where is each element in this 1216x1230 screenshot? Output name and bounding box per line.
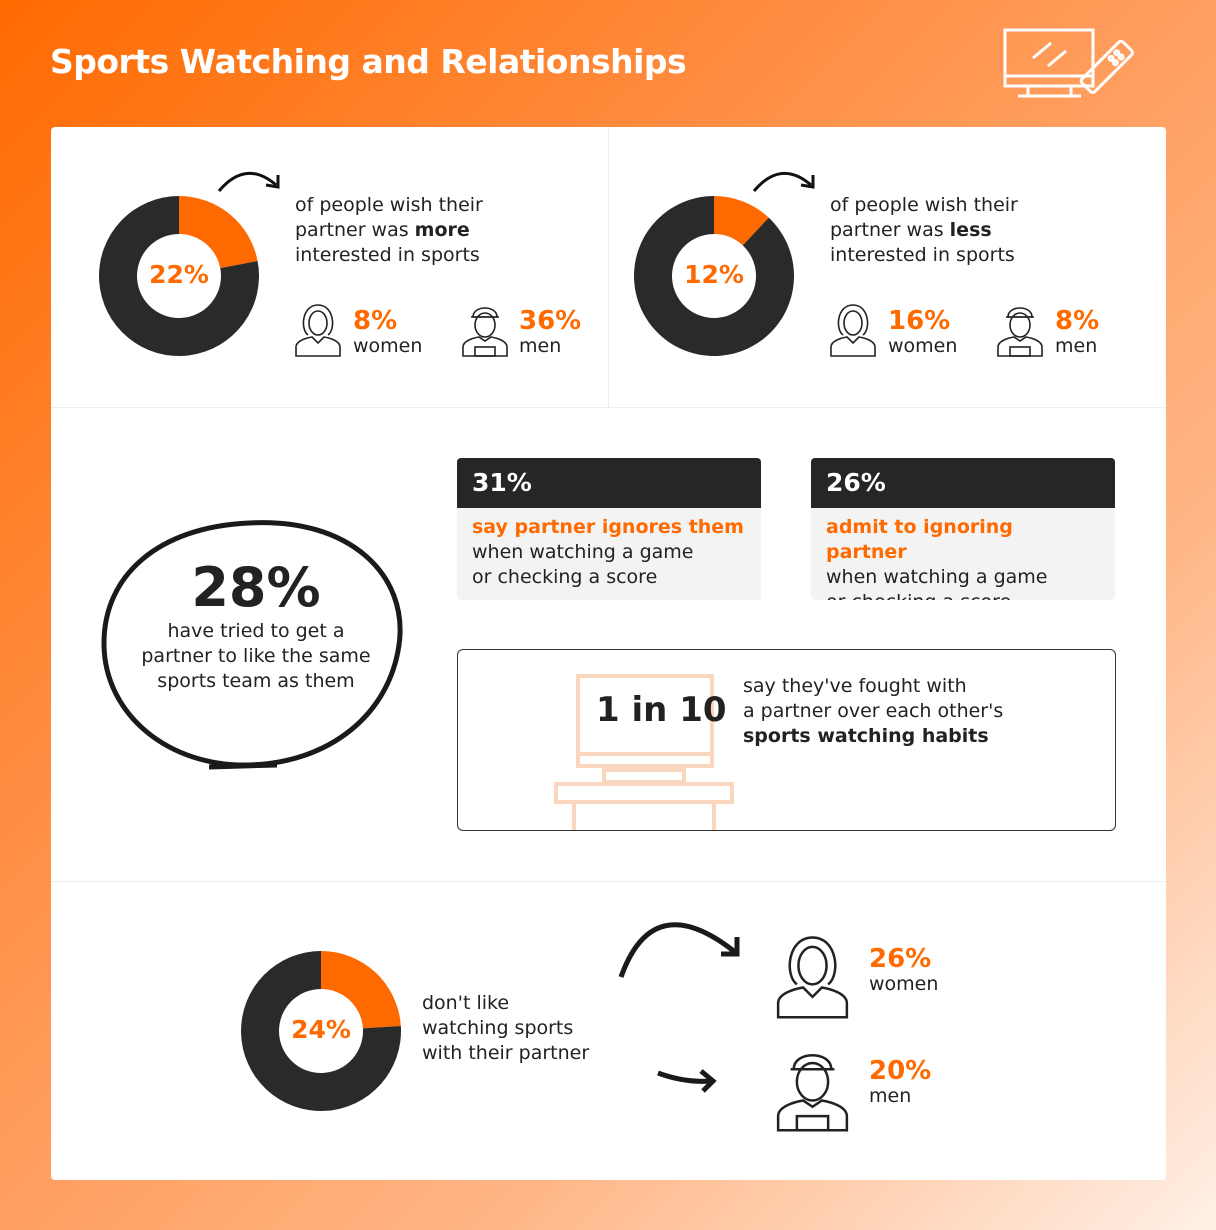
page-title: Sports Watching and Relationships: [50, 42, 687, 81]
donut-chart-less: [634, 196, 794, 356]
donut-slice-other: [241, 951, 401, 1111]
ignores-stat-box: 31% say partner ignores them when watchin…: [457, 458, 761, 600]
men-pct: 36%: [519, 306, 582, 336]
women-pct: 26%: [869, 944, 932, 974]
ignoring-pct: 26%: [811, 458, 1115, 508]
ignoring-stat-box: 26% admit to ignoring partner when watchi…: [811, 458, 1115, 600]
dislike-description: don't like watching sports with their part…: [422, 992, 590, 1064]
donut-slice-yes: [179, 196, 258, 269]
scribble-circle: [101, 520, 403, 770]
fought-stat-box: 1 in 10 say they've fought with a partner…: [457, 649, 1116, 831]
donut-slice-yes: [321, 951, 401, 1029]
tv-remote-icon: [1003, 28, 1134, 98]
men-label: men: [519, 335, 562, 357]
arrow-icon: [752, 171, 815, 192]
content-card: 22% of people wish their partner was more…: [51, 127, 1166, 1180]
man-icon: [776, 1054, 849, 1132]
man-icon: [462, 307, 508, 357]
men-pct: 8%: [1055, 306, 1100, 336]
women-pct: 8%: [353, 306, 398, 336]
women-label: women: [353, 335, 423, 357]
donut-chart-more: [98, 196, 259, 356]
donut-label: 22%: [149, 260, 209, 289]
team-stat: 28% have tried to get a partner to like …: [141, 556, 371, 693]
fought-description: say they've fought with a partner over ea…: [743, 675, 1004, 747]
men-pct: 20%: [869, 1056, 932, 1086]
man-icon: [997, 307, 1043, 357]
woman-icon: [295, 304, 341, 357]
arrow-icon: [217, 171, 280, 192]
women-pct: 16%: [888, 306, 951, 336]
donut-label: 12%: [684, 260, 744, 289]
less-description: of people wish their partner was less inte…: [830, 194, 1018, 266]
donut-label: 24%: [291, 1015, 351, 1044]
donut-slice-other: [634, 196, 794, 356]
more-description: of people wish their partner was more inte…: [295, 194, 483, 266]
woman-icon: [830, 304, 876, 357]
women-label: women: [869, 973, 939, 995]
arrow-icon: [657, 1069, 717, 1093]
tv-desk-icon: [554, 674, 734, 830]
donut-slice-other: [98, 196, 259, 356]
arrow-icon: [618, 922, 740, 978]
woman-icon: [776, 936, 849, 1019]
ignores-pct: 31%: [457, 458, 761, 508]
fought-stat: 1 in 10: [596, 690, 727, 730]
men-label: men: [869, 1085, 912, 1107]
women-label: women: [888, 335, 958, 357]
donut-chart-dislike: [241, 951, 401, 1111]
donut-slice-yes: [714, 196, 769, 246]
men-label: men: [1055, 335, 1098, 357]
